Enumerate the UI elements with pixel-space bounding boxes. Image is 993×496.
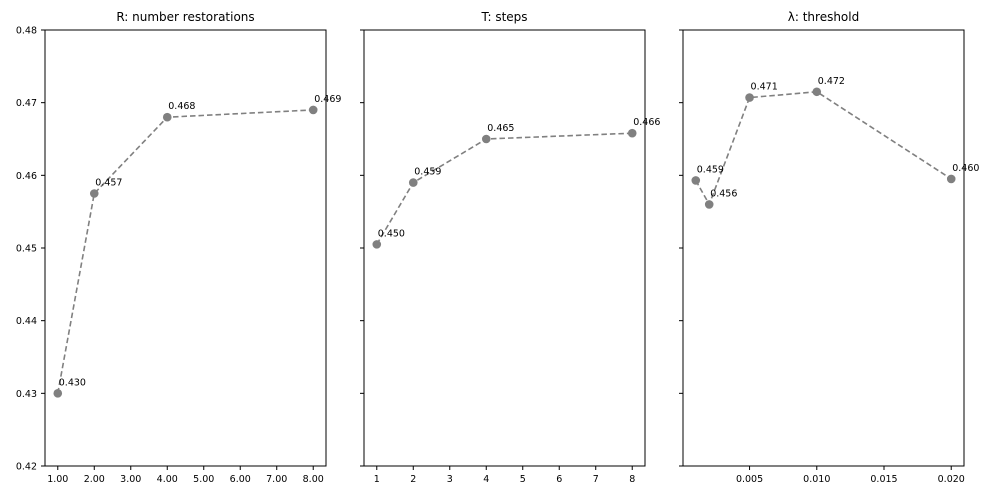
y-tick-label: 0.46 [16,171,37,182]
y-tick-label: 0.47 [16,98,37,109]
axes-frame [44,29,327,467]
data-label: 0.460 [952,163,979,174]
x-tick-label: 3.00 [120,474,141,485]
data-point [162,112,172,122]
y-tick-label: 0.45 [16,244,37,255]
chart-panel-1: R: number restorations 0.42 0.43 0.44 0.45 0.… [16,10,342,485]
y-tick-label: 0.43 [16,389,37,400]
data-point [372,240,382,249]
series-line [695,90,952,207]
data-point [691,176,701,185]
data-point [627,128,637,138]
x-tick-label: 1 [374,474,380,485]
data-label: 0.459 [697,164,724,175]
y-tick-label: 0.44 [16,316,37,327]
data-label: 0.469 [314,94,341,105]
x-tick-label: 6.00 [230,474,251,485]
x-tick-label: 7.00 [266,474,287,485]
axes-frame [363,29,646,467]
x-tick-label: 6 [556,474,562,485]
data-label: 0.465 [487,123,514,134]
data-point [408,178,418,187]
x-tick-label: 8 [629,474,635,485]
data-point [946,174,956,184]
data-label: 0.471 [751,82,778,93]
x-tick-label: 0.020 [938,474,965,485]
y-tick-label: 0.48 [16,26,37,37]
data-point [704,200,714,209]
x-tick-label: 5.00 [193,474,214,485]
data-label: 0.459 [414,167,441,178]
data-label: 0.472 [818,76,845,87]
data-label: 0.466 [633,117,660,128]
data-label: 0.450 [378,228,405,239]
x-tick-label: 4.00 [157,474,178,485]
chart-panel-3: λ: threshold 0.005 0.010 0.015 0.020 0.459 0.4… [679,10,979,485]
chart-title: R: number restorations [116,10,254,24]
x-tick-label: 5 [520,474,526,485]
data-label: 0.468 [168,101,195,112]
data-point [89,189,99,198]
y-tick-label: 0.42 [16,462,37,473]
x-tick-label: 7 [593,474,599,485]
data-point [53,389,63,398]
data-point [745,93,754,102]
data-point [481,134,491,144]
data-label: 0.456 [710,188,737,199]
data-point [812,87,822,97]
chart-title: λ: threshold [788,10,859,24]
series-line [376,132,633,245]
x-tick-label: 2 [410,474,416,485]
x-tick-label: 0.015 [870,474,897,485]
series-line [56,109,314,394]
x-tick-label: 2.00 [84,474,105,485]
data-label: 0.430 [59,377,86,388]
x-tick-label: 0.010 [803,474,830,485]
chart-panel-2: T: steps 1 2 3 4 5 6 7 8 0.450 0.459 0.465 0.466 [360,10,660,485]
data-point [308,105,318,115]
x-tick-label: 1.00 [47,474,68,485]
x-tick-label: 3 [447,474,453,485]
data-label: 0.457 [95,178,122,189]
x-tick-label: 4 [483,474,489,485]
x-tick-label: 8.00 [303,474,324,485]
chart-title: T: steps [480,10,527,24]
x-tick-label: 0.005 [736,474,763,485]
